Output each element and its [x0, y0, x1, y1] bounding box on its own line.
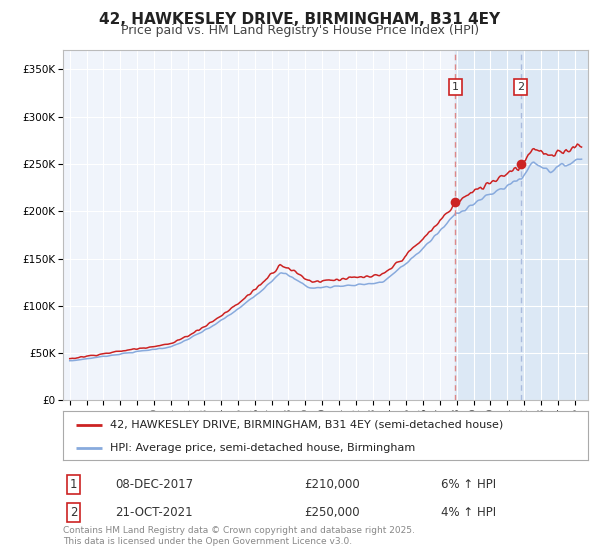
Text: 2: 2 — [517, 82, 524, 92]
Text: 42, HAWKESLEY DRIVE, BIRMINGHAM, B31 4EY: 42, HAWKESLEY DRIVE, BIRMINGHAM, B31 4EY — [100, 12, 500, 27]
Text: 1: 1 — [452, 82, 459, 92]
Text: 2: 2 — [70, 506, 77, 519]
Text: HPI: Average price, semi-detached house, Birmingham: HPI: Average price, semi-detached house,… — [110, 443, 415, 453]
Bar — [455, 50, 588, 400]
Text: £250,000: £250,000 — [305, 506, 360, 519]
Text: 4% ↑ HPI: 4% ↑ HPI — [441, 506, 496, 519]
Text: Price paid vs. HM Land Registry's House Price Index (HPI): Price paid vs. HM Land Registry's House … — [121, 24, 479, 37]
Text: 1: 1 — [70, 478, 77, 491]
Text: 21-OCT-2021: 21-OCT-2021 — [115, 506, 193, 519]
Text: £210,000: £210,000 — [305, 478, 360, 491]
Text: Contains HM Land Registry data © Crown copyright and database right 2025.
This d: Contains HM Land Registry data © Crown c… — [63, 526, 415, 546]
Text: 6% ↑ HPI: 6% ↑ HPI — [441, 478, 496, 491]
Text: 08-DEC-2017: 08-DEC-2017 — [115, 478, 194, 491]
Text: 42, HAWKESLEY DRIVE, BIRMINGHAM, B31 4EY (semi-detached house): 42, HAWKESLEY DRIVE, BIRMINGHAM, B31 4EY… — [110, 420, 503, 430]
